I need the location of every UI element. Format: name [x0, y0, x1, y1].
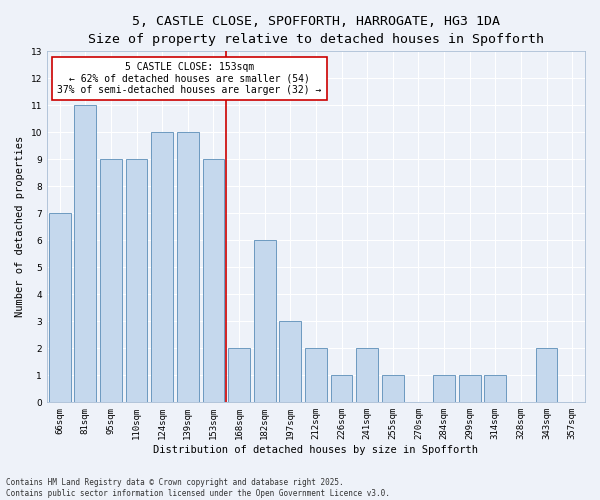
Bar	[356, 348, 378, 403]
Bar	[305, 348, 327, 403]
Bar	[382, 376, 404, 402]
Bar	[100, 160, 122, 402]
Bar	[126, 160, 148, 402]
Bar	[49, 214, 71, 402]
Bar	[228, 348, 250, 403]
Y-axis label: Number of detached properties: Number of detached properties	[15, 136, 25, 318]
Text: Contains HM Land Registry data © Crown copyright and database right 2025.
Contai: Contains HM Land Registry data © Crown c…	[6, 478, 390, 498]
Bar	[433, 376, 455, 402]
Bar	[203, 160, 224, 402]
Bar	[331, 376, 352, 402]
Bar	[151, 132, 173, 402]
Text: 5 CASTLE CLOSE: 153sqm
← 62% of detached houses are smaller (54)
37% of semi-det: 5 CASTLE CLOSE: 153sqm ← 62% of detached…	[58, 62, 322, 95]
Bar	[177, 132, 199, 402]
Bar	[280, 322, 301, 402]
Bar	[254, 240, 275, 402]
Title: 5, CASTLE CLOSE, SPOFFORTH, HARROGATE, HG3 1DA
Size of property relative to deta: 5, CASTLE CLOSE, SPOFFORTH, HARROGATE, H…	[88, 15, 544, 46]
Bar	[459, 376, 481, 402]
Bar	[484, 376, 506, 402]
X-axis label: Distribution of detached houses by size in Spofforth: Distribution of detached houses by size …	[154, 445, 478, 455]
Bar	[74, 106, 96, 403]
Bar	[536, 348, 557, 403]
